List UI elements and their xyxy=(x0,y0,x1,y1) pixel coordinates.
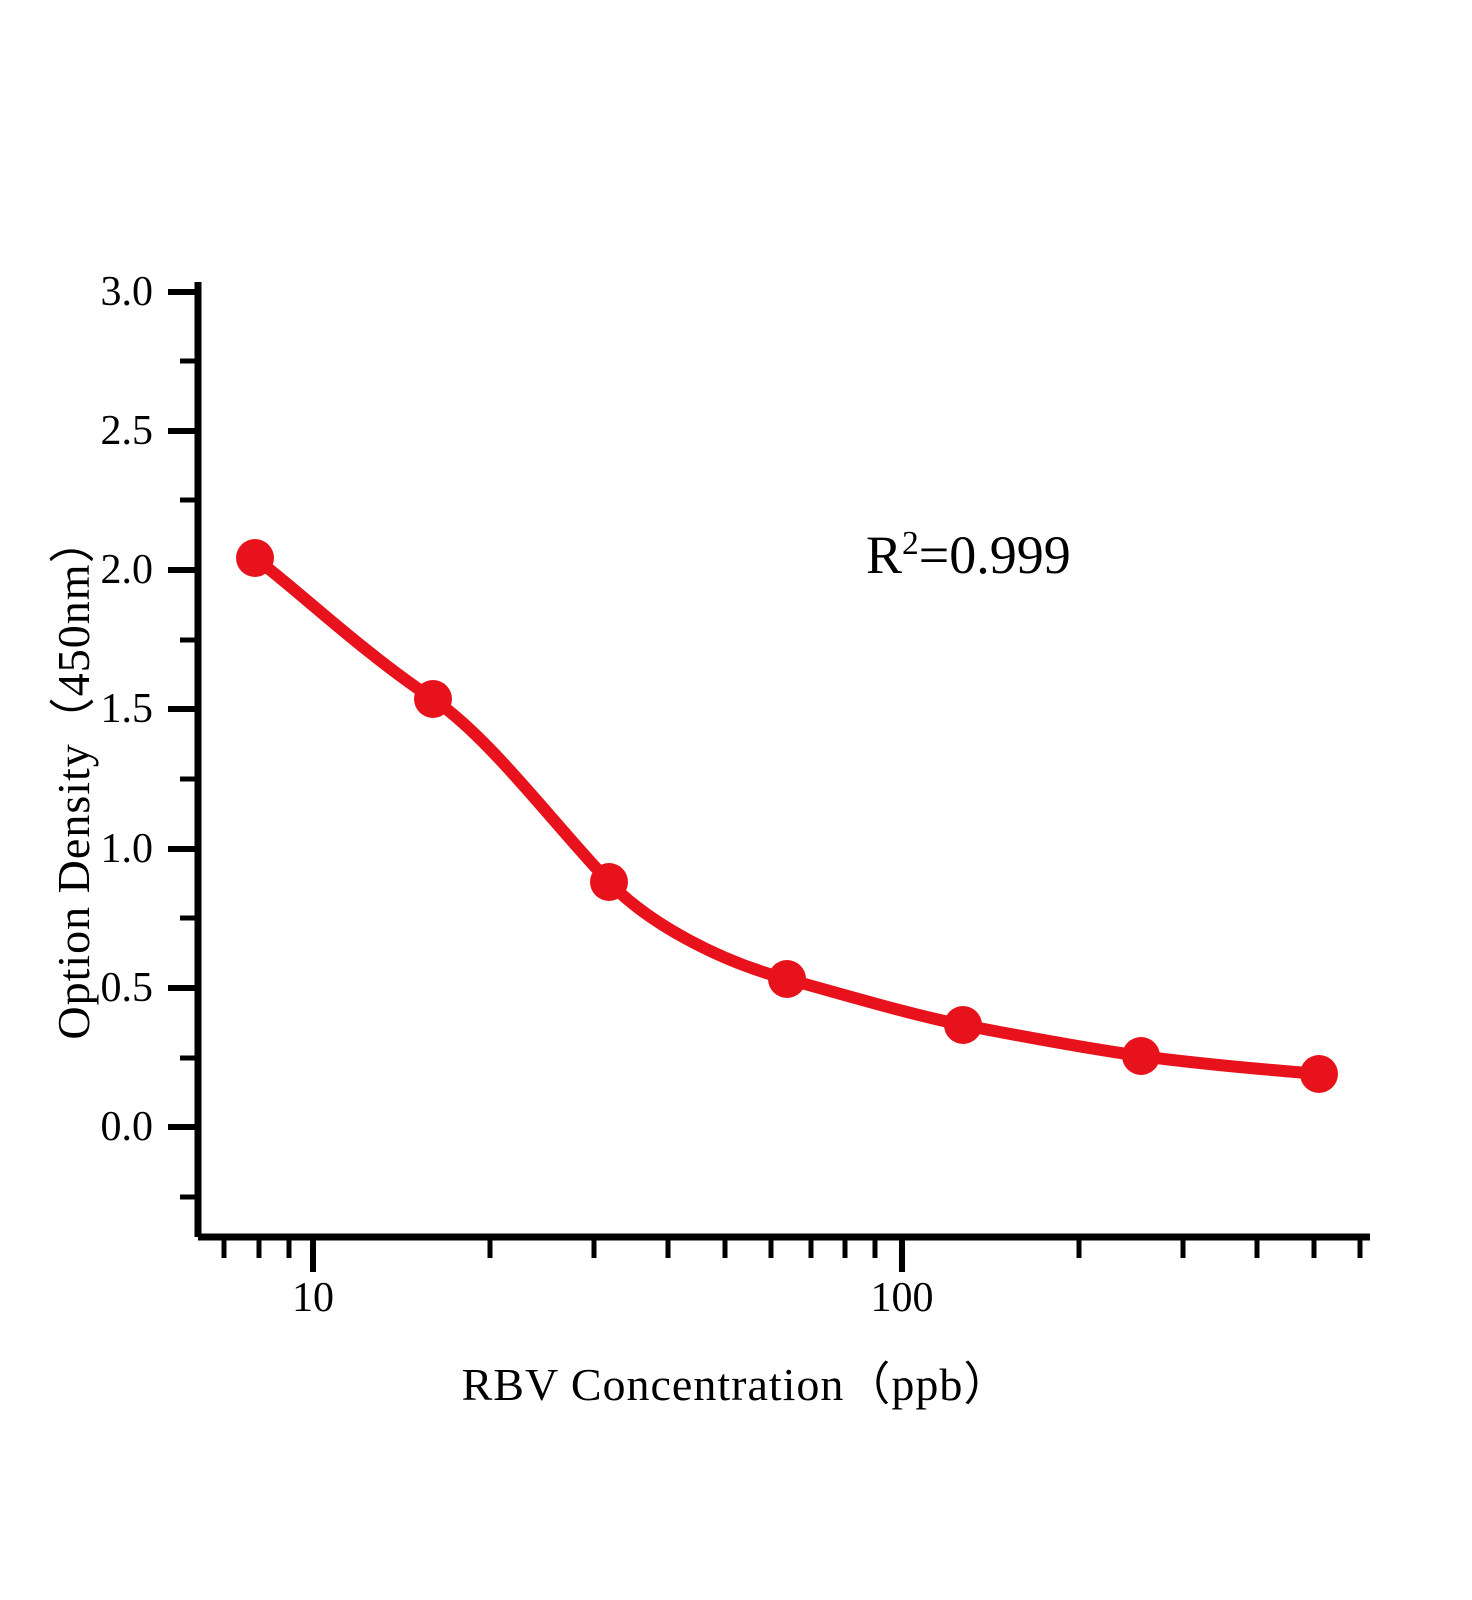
r-squared-prefix: R xyxy=(866,525,903,585)
y-major-ticks xyxy=(168,289,198,1130)
y-tick-label-0.0: 0.0 xyxy=(100,1104,154,1150)
data-point-markers xyxy=(236,539,1338,1093)
y-minor-ticks xyxy=(180,358,198,1200)
y-tick-label-3.0: 3.0 xyxy=(100,269,154,315)
y-tick-label-1.5: 1.5 xyxy=(100,686,154,732)
y-tick-label-1.0: 1.0 xyxy=(100,826,154,872)
x-axis-title: RBV Concentration（ppb） xyxy=(461,1359,1011,1410)
y-tick-label-0.5: 0.5 xyxy=(100,965,154,1011)
data-point xyxy=(1122,1037,1160,1075)
data-point xyxy=(236,539,274,577)
y-tick-label-2.5: 2.5 xyxy=(100,408,154,454)
data-point xyxy=(1300,1055,1338,1093)
data-point xyxy=(414,680,452,718)
y-axis-title: Option Density（450nm） xyxy=(48,516,99,1040)
data-point xyxy=(944,1006,982,1044)
x-tick-label-10: 10 xyxy=(292,1275,334,1321)
r-squared-value: =0.999 xyxy=(918,525,1071,585)
x-minor-ticks xyxy=(221,1237,1363,1258)
x-tick-label-100: 100 xyxy=(870,1275,934,1321)
data-point xyxy=(590,863,628,901)
y-tick-label-2.0: 2.0 xyxy=(100,547,154,593)
r-squared-exponent: 2 xyxy=(902,525,919,562)
x-major-ticks xyxy=(310,1237,905,1272)
r-squared-annotation: R2=0.999 xyxy=(866,524,1071,586)
data-point xyxy=(768,960,806,998)
